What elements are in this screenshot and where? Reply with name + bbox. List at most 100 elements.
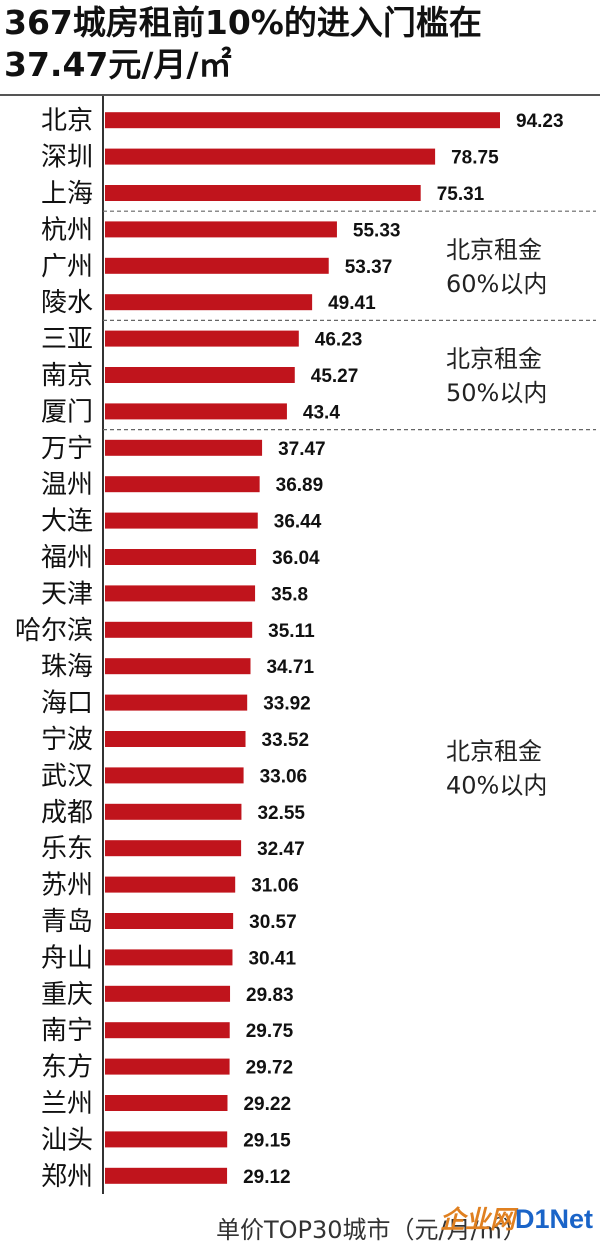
- category-label: 宁波: [41, 725, 93, 755]
- value-label: 78.75: [451, 148, 499, 169]
- category-label: 武汉: [41, 761, 93, 791]
- value-label: 29.15: [243, 1130, 291, 1151]
- bar: [105, 803, 242, 820]
- value-label: 46.23: [315, 330, 363, 351]
- bar: [105, 621, 253, 638]
- bar: [105, 1167, 228, 1184]
- value-label: 29.12: [243, 1167, 291, 1188]
- value-label: 32.55: [257, 803, 305, 824]
- category-label: 三亚: [41, 325, 93, 355]
- watermark-brand: D1Net: [515, 1204, 594, 1234]
- value-label: 33.92: [263, 694, 311, 715]
- bar: [105, 221, 337, 238]
- value-label: 32.47: [257, 839, 305, 860]
- category-label: 乐东: [41, 834, 93, 864]
- category-label: 北京: [41, 106, 93, 136]
- category-label: 哈尔滨: [15, 616, 93, 646]
- bar: [105, 294, 313, 311]
- value-label: 36.04: [272, 548, 320, 569]
- value-label: 49.41: [328, 293, 376, 314]
- bar: [105, 767, 244, 784]
- bar: [105, 403, 287, 420]
- category-label: 广州: [41, 252, 93, 282]
- group-note-line: 60%以内: [446, 270, 547, 298]
- group-note-line: 北京租金: [446, 345, 542, 373]
- category-label: 温州: [41, 470, 93, 500]
- top-rule: [0, 94, 600, 96]
- category-label: 海口: [41, 689, 93, 719]
- value-label: 37.47: [278, 439, 326, 460]
- bar: [105, 112, 500, 129]
- value-label: 33.52: [262, 730, 310, 751]
- category-label: 舟山: [41, 943, 93, 973]
- bar: [105, 985, 231, 1002]
- value-label: 30.41: [248, 948, 296, 969]
- category-label: 大连: [41, 507, 93, 537]
- value-label: 29.83: [246, 985, 294, 1006]
- category-label: 兰州: [41, 1089, 93, 1119]
- value-label: 36.44: [274, 512, 322, 533]
- group-note-line: 50%以内: [446, 379, 547, 407]
- group-note-line: 40%以内: [446, 771, 547, 799]
- category-label: 南宁: [41, 1016, 93, 1046]
- category-label: 成都: [41, 798, 93, 828]
- category-label: 青岛: [41, 907, 93, 937]
- value-label: 34.71: [266, 657, 314, 678]
- value-label: 43.4: [303, 402, 340, 423]
- value-label: 45.27: [311, 366, 359, 387]
- bar: [105, 694, 248, 711]
- bar: [105, 731, 246, 747]
- category-label: 郑州: [41, 1162, 93, 1192]
- bar: [105, 1058, 230, 1075]
- group-note-line: 北京租金: [446, 737, 542, 765]
- bar: [105, 148, 436, 165]
- category-label: 深圳: [41, 143, 93, 173]
- bar: [105, 1131, 228, 1148]
- bar: [105, 257, 329, 274]
- bar: [105, 367, 295, 383]
- category-label: 东方: [41, 1053, 93, 1083]
- watermark-logo: 企业网D1Net: [440, 1200, 600, 1247]
- bar: [105, 1022, 230, 1039]
- watermark-text: 企业网: [440, 1206, 516, 1234]
- value-label: 30.57: [249, 912, 297, 933]
- bar: [105, 585, 256, 602]
- category-label: 天津: [41, 579, 93, 609]
- bar: [105, 1095, 228, 1111]
- value-label: 29.72: [246, 1058, 294, 1079]
- category-label: 汕头: [41, 1125, 93, 1155]
- category-label: 苏州: [41, 871, 93, 901]
- bar: [105, 185, 421, 201]
- bar: [105, 476, 260, 493]
- category-label: 厦门: [41, 397, 93, 427]
- chart-title-line-2: 37.47元/月/㎡: [4, 45, 232, 84]
- bar: [105, 658, 251, 675]
- category-label: 珠海: [41, 652, 93, 682]
- value-label: 35.8: [271, 584, 308, 605]
- bar: [105, 876, 236, 893]
- category-label: 上海: [41, 179, 93, 209]
- bar: [105, 840, 242, 857]
- value-label: 94.23: [516, 111, 564, 132]
- category-label: 福州: [41, 543, 93, 573]
- bar: [105, 549, 257, 565]
- value-label: 33.06: [260, 766, 308, 787]
- value-label: 75.31: [437, 184, 485, 205]
- category-label: 南京: [41, 361, 93, 391]
- category-label: 万宁: [41, 434, 93, 464]
- bar: [105, 949, 233, 966]
- category-label: 陵水: [41, 288, 93, 318]
- group-note-line: 北京租金: [446, 236, 542, 264]
- chart-title-line-1: 367城房租前10%的进入门槛在: [4, 3, 482, 42]
- category-label: 杭州: [41, 215, 93, 245]
- category-label: 重庆: [41, 980, 93, 1010]
- value-label: 55.33: [353, 220, 401, 241]
- bar: [105, 330, 299, 347]
- chart-title: 367城房租前10%的进入门槛在 37.47元/月/㎡: [4, 2, 594, 86]
- bar: [105, 913, 234, 929]
- value-label: 53.37: [345, 257, 393, 278]
- value-label: 36.89: [276, 475, 324, 496]
- bar: [105, 512, 258, 529]
- chart-footer-caption: 单价TOP30城市（元/月/㎡）: [216, 1216, 527, 1244]
